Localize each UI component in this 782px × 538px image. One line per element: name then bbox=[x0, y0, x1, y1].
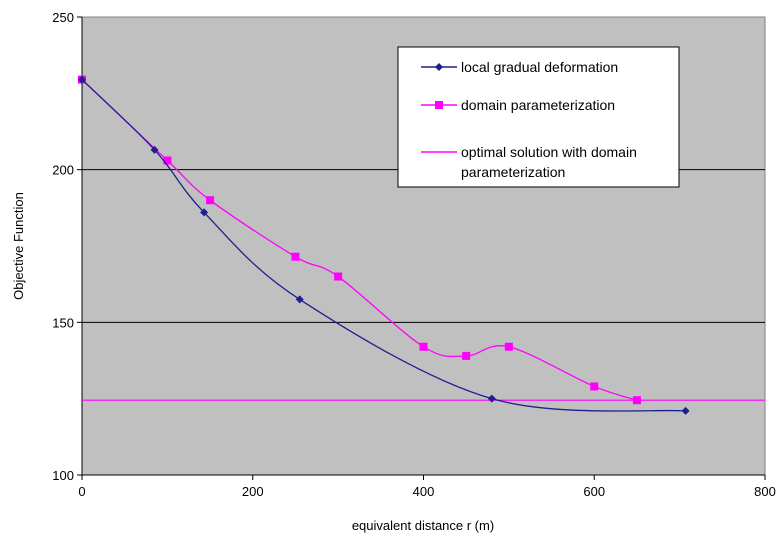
point-local-gradual-deformation bbox=[200, 208, 209, 217]
point-domain-parameterization bbox=[590, 382, 599, 391]
point-local-gradual-deformation bbox=[78, 75, 86, 84]
point-domain-parameterization bbox=[419, 342, 428, 351]
legend-label-domain-parameterization: domain parameterization bbox=[461, 97, 615, 113]
point-local-gradual-deformation bbox=[295, 295, 304, 304]
legend-box bbox=[397, 46, 680, 188]
point-domain-parameterization bbox=[334, 272, 343, 281]
point-domain-parameterization bbox=[291, 252, 300, 261]
legend-label-optimal-solution-line1: optimal solution with domain bbox=[461, 144, 637, 160]
series-layer bbox=[78, 75, 765, 415]
legend-marker-square bbox=[435, 101, 443, 109]
point-local-gradual-deformation bbox=[681, 406, 690, 415]
x-tick-label: 200 bbox=[242, 484, 264, 499]
point-domain-parameterization bbox=[632, 396, 641, 405]
y-axis-title: Objective Function bbox=[11, 192, 26, 300]
x-tick-label: 0 bbox=[78, 484, 85, 499]
legend-marker-diamond bbox=[435, 63, 443, 71]
x-tick-label: 600 bbox=[583, 484, 605, 499]
y-axis-ticks: 100 150 200 250 bbox=[52, 10, 82, 483]
point-domain-parameterization bbox=[163, 156, 172, 165]
y-tick-label: 200 bbox=[52, 163, 74, 178]
x-axis-title: equivalent distance r (m) bbox=[352, 518, 494, 533]
legend-label-local-gradual-deformation: local gradual deformation bbox=[461, 59, 618, 75]
y-tick-label: 250 bbox=[52, 10, 74, 25]
point-local-gradual-deformation bbox=[487, 394, 496, 403]
point-domain-parameterization bbox=[206, 196, 215, 205]
y-tick-label: 150 bbox=[52, 315, 74, 330]
legend: local gradual deformation domain paramet… bbox=[397, 46, 680, 188]
legend-label-optimal-solution-line2: parameterization bbox=[461, 164, 565, 180]
x-tick-label: 800 bbox=[754, 484, 776, 499]
x-axis-ticks: 0 200 400 600 800 bbox=[78, 17, 776, 499]
series-line-domain-parameterization bbox=[81, 79, 638, 401]
point-domain-parameterization bbox=[462, 351, 471, 360]
y-tick-label: 100 bbox=[52, 468, 74, 483]
point-domain-parameterization bbox=[504, 342, 513, 351]
x-tick-label: 400 bbox=[413, 484, 435, 499]
point-local-gradual-deformation bbox=[150, 145, 159, 154]
